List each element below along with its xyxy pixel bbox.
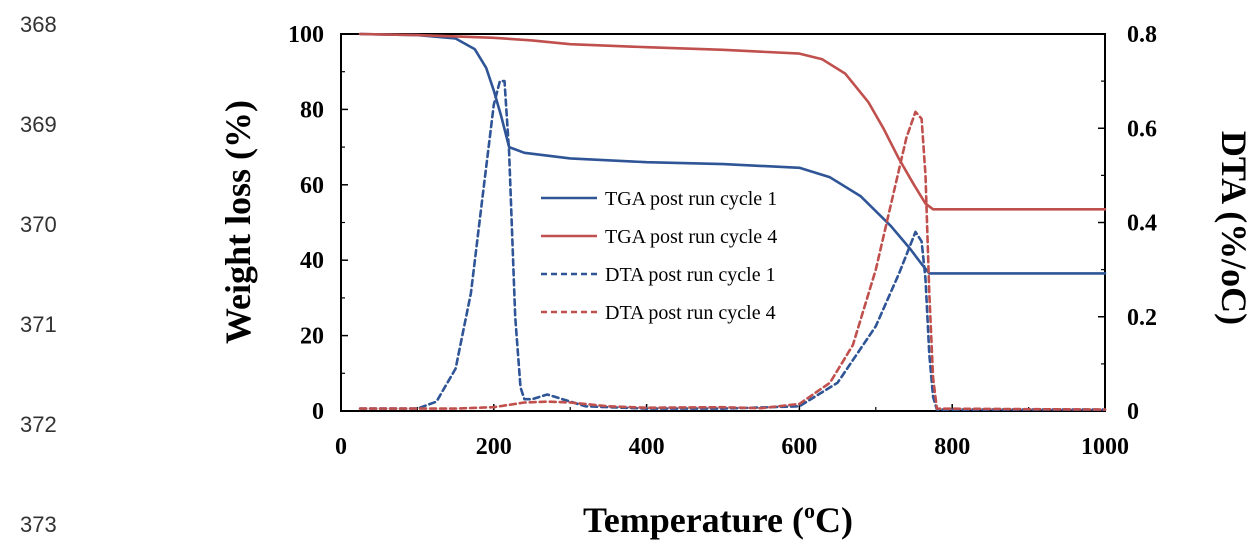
x-axis-title-main: Temperature ( [583, 500, 804, 540]
y2-tick-label: 0.4 [1127, 211, 1157, 237]
series-line-2 [358, 32, 1107, 211]
y2-axis-ticks: 0 0.2 0.4 0.6 0.8 [1098, 22, 1157, 425]
y-axis-title: Weight loss (%) [218, 100, 258, 344]
line-numbers: 368 369 370 371 372 373 [20, 12, 57, 537]
y2-axis-title: DTA (%/oC) [1214, 131, 1251, 325]
x-axis-ticks: 0 200 400 600 800 1000 [335, 404, 1129, 460]
y-tick-label: 80 [300, 97, 324, 123]
x-axis-title-superscript: o [804, 498, 815, 523]
plot-frame [340, 33, 1106, 412]
y-axis-ticks: 0 20 40 60 80 100 [288, 22, 348, 425]
y-tick-label: 0 [312, 399, 324, 425]
y-tick-label: 20 [300, 324, 324, 350]
series-line-3 [358, 79, 1107, 411]
y2-tick-label: 0.8 [1127, 22, 1157, 48]
line-number: 373 [20, 512, 57, 537]
legend-label: DTA post run cycle 4 [605, 302, 776, 324]
legend-label: DTA post run cycle 1 [605, 264, 776, 286]
x-tick-label: 800 [934, 434, 970, 460]
x-tick-label: 1000 [1081, 434, 1129, 460]
y2-tick-label: 0.2 [1127, 305, 1157, 331]
x-axis-title: Temperature (oC) [583, 498, 853, 540]
x-tick-label: 200 [476, 434, 512, 460]
x-axis-title-end: C) [815, 500, 853, 540]
y2-tick-label: 0.6 [1127, 116, 1157, 142]
line-number: 372 [20, 412, 57, 437]
x-tick-label: 400 [629, 434, 665, 460]
series-line-4 [358, 110, 1107, 411]
y-tick-label: 60 [300, 173, 324, 199]
line-number: 368 [20, 12, 57, 37]
x-tick-label: 600 [781, 434, 817, 460]
y-tick-label: 40 [300, 248, 324, 274]
y-tick-label: 100 [288, 22, 324, 48]
line-number: 369 [20, 112, 57, 137]
x-tick-label: 0 [335, 434, 347, 460]
legend-label: TGA post run cycle 1 [605, 188, 777, 210]
legend: TGA post run cycle 1 TGA post run cycle 4… [541, 188, 777, 324]
y2-tick-label: 0 [1127, 399, 1139, 425]
line-number: 371 [20, 312, 57, 337]
line-number: 370 [20, 212, 57, 237]
legend-label: TGA post run cycle 4 [605, 226, 777, 248]
series-lines [358, 32, 1107, 411]
